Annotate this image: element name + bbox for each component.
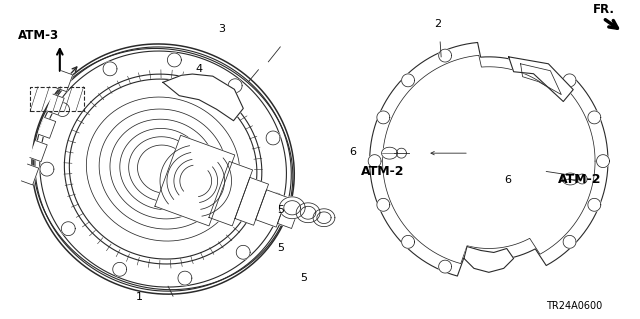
Polygon shape [377,198,390,211]
Polygon shape [209,161,253,226]
Polygon shape [370,42,608,276]
Polygon shape [296,203,320,223]
Polygon shape [509,57,573,101]
Polygon shape [596,155,609,167]
Polygon shape [155,135,235,226]
Text: 2: 2 [434,19,441,29]
Polygon shape [129,137,198,201]
Text: 5: 5 [277,205,284,215]
Polygon shape [368,155,381,167]
Polygon shape [86,97,240,241]
Polygon shape [269,193,283,207]
Text: FR.: FR. [593,3,615,16]
Polygon shape [33,48,293,290]
Polygon shape [30,141,47,162]
Polygon shape [138,145,189,193]
Polygon shape [563,235,576,248]
Polygon shape [588,198,601,211]
Polygon shape [163,74,243,121]
Polygon shape [69,79,257,259]
Polygon shape [377,111,390,124]
Text: TR24A0600: TR24A0600 [546,301,602,311]
Polygon shape [381,147,397,159]
Text: 3: 3 [218,24,225,34]
Polygon shape [438,49,452,62]
Polygon shape [588,111,601,124]
Polygon shape [255,190,287,227]
Text: 1: 1 [136,293,142,302]
Polygon shape [236,245,250,259]
Polygon shape [563,74,576,87]
Polygon shape [402,235,415,248]
Polygon shape [99,109,227,229]
Polygon shape [396,148,406,158]
Polygon shape [61,222,76,236]
Text: ATM-3: ATM-3 [18,29,60,42]
Polygon shape [103,62,117,76]
Polygon shape [38,117,56,138]
Polygon shape [563,173,578,185]
Polygon shape [235,177,269,225]
Polygon shape [47,94,64,115]
Polygon shape [21,164,39,185]
Text: 4: 4 [196,64,203,74]
Polygon shape [56,71,73,92]
Polygon shape [464,247,514,272]
Polygon shape [168,53,181,67]
Polygon shape [110,119,216,219]
Polygon shape [40,162,54,176]
Polygon shape [266,131,280,145]
Polygon shape [35,47,291,291]
Polygon shape [120,129,206,210]
Text: ATM-2: ATM-2 [362,165,405,178]
Text: 6: 6 [504,174,511,185]
Text: 5: 5 [301,273,308,283]
Polygon shape [279,197,305,219]
Polygon shape [228,79,242,93]
Polygon shape [577,174,587,184]
Polygon shape [438,260,452,273]
Polygon shape [113,262,127,276]
Text: 5: 5 [277,243,284,253]
Polygon shape [56,103,70,116]
Polygon shape [278,201,300,228]
Text: 6: 6 [349,147,356,157]
Polygon shape [402,74,415,87]
Text: ATM-2: ATM-2 [558,173,602,186]
Polygon shape [178,271,192,285]
Polygon shape [313,209,335,226]
